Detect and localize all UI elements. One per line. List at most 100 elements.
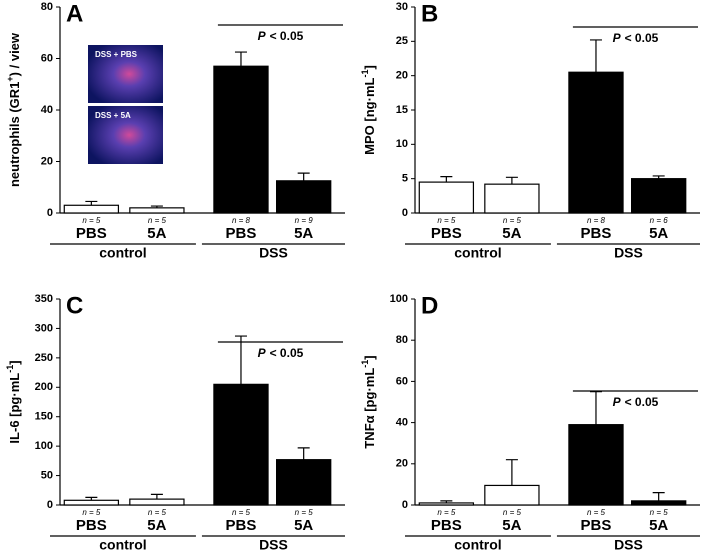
error-bar [652, 492, 665, 501]
x-tick-label: 5A [502, 517, 521, 534]
y-tick-label: 300 [35, 322, 53, 334]
x-tick-label: PBS [581, 517, 612, 534]
y-tick-label: 15 [396, 104, 408, 116]
inset-label: DSS + 5A [95, 111, 131, 120]
bar [276, 180, 332, 214]
n-label: n = 5 [437, 216, 456, 225]
y-tick-label: 100 [390, 293, 408, 305]
n-label: n = 9 [295, 216, 314, 225]
y-tick-label: 20 [41, 155, 53, 167]
x-tick-label: PBS [431, 225, 462, 242]
bar [568, 424, 624, 506]
error-bar [297, 172, 310, 181]
bar [63, 204, 120, 214]
group-label: DSS [614, 245, 643, 261]
bar [129, 498, 185, 506]
n-label: n = 8 [232, 216, 251, 225]
inset-image [88, 106, 163, 164]
bar [568, 71, 624, 214]
bar [418, 181, 475, 214]
error-bar [234, 51, 247, 67]
error-bar [150, 205, 163, 208]
group-label: control [99, 537, 146, 553]
error-bar [85, 200, 98, 206]
n-label: n = 5 [503, 508, 522, 517]
bar [484, 484, 540, 506]
y-label-part: ] [7, 360, 22, 364]
significance-text: < 0.05 [270, 346, 304, 360]
x-tick-label: 5A [649, 225, 668, 242]
y-tick-label: 40 [396, 417, 408, 429]
y-tick-label: 50 [41, 469, 53, 481]
y-tick-label: 30 [396, 1, 408, 13]
y-tick-label: 150 [35, 411, 53, 423]
y-label-part: ] [362, 355, 377, 359]
y-tick-label: 60 [41, 52, 53, 64]
error-bar [589, 39, 602, 73]
error-bar [234, 335, 247, 385]
y-tick-label: 5 [402, 173, 408, 185]
y-axis-label: MPO [ng·mL-1] [360, 65, 377, 155]
error-bar [85, 496, 98, 501]
panel-letter: D [421, 292, 438, 319]
y-label-part: -1 [5, 365, 15, 373]
y-tick-label: 0 [47, 207, 53, 219]
group-label: DSS [614, 537, 643, 553]
y-tick-label: 60 [396, 375, 408, 387]
x-tick-label: 5A [294, 225, 313, 242]
y-label-part: ] [362, 65, 377, 69]
x-tick-label: 5A [147, 517, 166, 534]
significance-p: P [258, 346, 267, 360]
group-label: control [99, 245, 146, 261]
error-bar [440, 500, 453, 503]
x-tick-label: 5A [147, 225, 166, 242]
y-tick-label: 250 [35, 352, 53, 364]
bar [418, 502, 475, 506]
significance-label: P < 0.05 [258, 29, 304, 43]
n-label: n = 5 [232, 508, 251, 517]
y-axis-label: neutrophils (GR1+) / view [5, 32, 22, 187]
n-label: n = 5 [148, 508, 167, 517]
significance-text: < 0.05 [625, 395, 659, 409]
panel-letter: C [66, 292, 83, 319]
y-tick-label: 40 [41, 104, 53, 116]
n-label: n = 5 [82, 508, 101, 517]
panel: 0 20 40 60 80 neutrophils (GR1+) / view An = 5… [5, 0, 345, 261]
n-label: n = 5 [650, 508, 669, 517]
y-tick-label: 0 [402, 499, 408, 511]
x-tick-label: PBS [226, 225, 257, 242]
error-bar [505, 459, 518, 486]
error-bar [589, 391, 602, 425]
error-bar [652, 175, 665, 179]
n-label: n = 5 [587, 508, 606, 517]
inset-label: DSS + PBS [95, 50, 138, 59]
significance-label: P < 0.05 [613, 395, 659, 409]
y-label-part: ) / view [7, 32, 22, 76]
y-tick-label: 100 [35, 440, 53, 452]
error-bar [297, 447, 310, 460]
error-bar [440, 176, 453, 183]
bar [63, 499, 120, 506]
group-label: control [454, 245, 501, 261]
y-tick-label: 0 [402, 207, 408, 219]
x-tick-label: PBS [431, 517, 462, 534]
group-label: DSS [259, 537, 288, 553]
inset-image [88, 45, 163, 103]
x-tick-label: 5A [294, 517, 313, 534]
y-tick-label: 350 [35, 293, 53, 305]
y-tick-label: 20 [396, 458, 408, 470]
y-tick-label: 25 [396, 35, 408, 47]
y-tick-label: 10 [396, 138, 408, 150]
significance-label: P < 0.05 [613, 31, 659, 45]
significance-label: P < 0.05 [258, 346, 304, 360]
error-bar [505, 176, 518, 185]
bar [213, 65, 269, 214]
x-tick-label: PBS [226, 517, 257, 534]
bar [631, 178, 687, 214]
significance-p: P [613, 395, 622, 409]
y-label-part: -1 [360, 70, 370, 78]
panel: 0 50 100 150 200 250 300 350 IL-6 [pg·mL-1] Cn = … [5, 292, 345, 553]
error-bar [150, 493, 163, 500]
n-label: n = 6 [650, 216, 669, 225]
